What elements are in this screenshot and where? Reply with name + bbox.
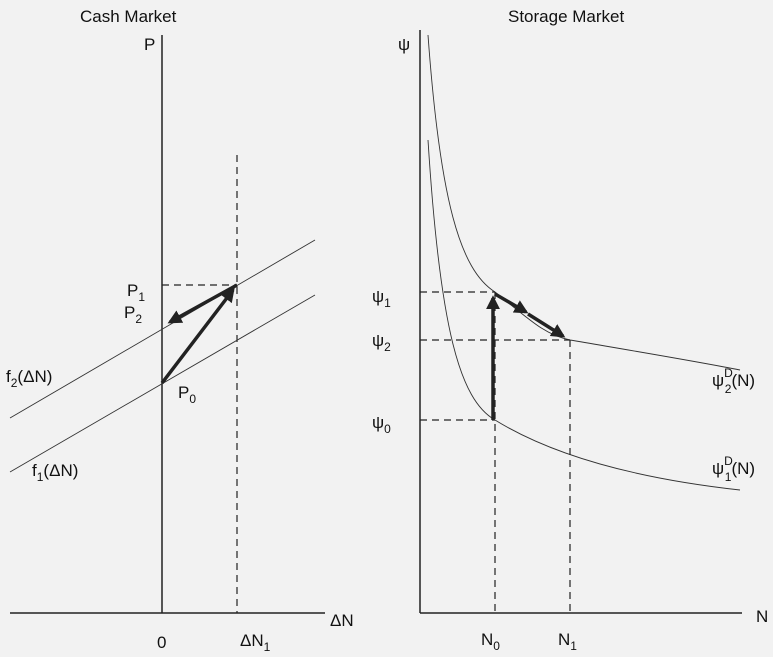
- label-sub: 0: [189, 392, 196, 406]
- label: ψD 1(N): [712, 454, 755, 484]
- label: P0: [178, 383, 196, 406]
- label-sub: 2: [384, 340, 391, 354]
- label-base: ψ: [372, 331, 384, 350]
- label: P1: [127, 281, 145, 304]
- panel-title: Cash Market: [80, 7, 177, 26]
- arrow: [527, 312, 566, 338]
- label-sub: 2: [725, 382, 732, 396]
- label-base: N: [558, 630, 570, 649]
- label: ψ0: [372, 413, 391, 436]
- label-sub: 0: [493, 639, 500, 653]
- label-base: P: [178, 383, 189, 402]
- label: N1: [558, 630, 577, 653]
- x-axis-label: ΔN: [330, 611, 354, 630]
- label-sub: 1: [570, 639, 577, 653]
- label: N0: [481, 630, 500, 653]
- label-base: ψ: [372, 287, 384, 306]
- label-base: ψ: [712, 371, 724, 390]
- label-sub: 1: [725, 470, 732, 484]
- label: P2: [124, 303, 142, 326]
- curve: [427, 34, 741, 371]
- y-axis-label: P: [144, 35, 155, 54]
- label-tail: (ΔN): [17, 367, 52, 386]
- label-base: ΔN: [240, 631, 264, 650]
- label-base: f: [32, 461, 37, 480]
- label-sup: D: [724, 454, 733, 468]
- label-sub: 1: [264, 640, 271, 654]
- arrow: [167, 283, 238, 324]
- label-tail: (N): [731, 459, 755, 478]
- label: f2(ΔN): [6, 367, 52, 390]
- curve: [427, 139, 741, 491]
- label-sub: 1: [138, 290, 145, 304]
- label-sub: 1: [384, 296, 391, 310]
- origin-label: 0: [157, 633, 166, 652]
- curve: [9, 239, 316, 419]
- label-base: f: [6, 367, 11, 386]
- label-base: ψ: [712, 459, 724, 478]
- label-sub: 1: [37, 470, 44, 484]
- label-base: P: [127, 281, 138, 300]
- label-sub: 2: [135, 312, 142, 326]
- y-axis-label: ψ: [398, 35, 410, 54]
- arrow: [494, 292, 529, 314]
- arrow: [160, 287, 235, 385]
- label-tail: (ΔN): [43, 461, 78, 480]
- label: ψ1: [372, 287, 391, 310]
- label-base: N: [481, 630, 493, 649]
- label-tail: (N): [731, 371, 755, 390]
- label-base: ψ: [372, 413, 384, 432]
- label-sub: 0: [384, 422, 391, 436]
- panel-title: Storage Market: [508, 7, 624, 26]
- x-axis-label: N: [756, 607, 768, 626]
- label: ψD 2(N): [712, 366, 755, 396]
- label: ΔN1: [240, 631, 271, 654]
- label: ψ2: [372, 331, 391, 354]
- label-base: P: [124, 303, 135, 322]
- curve: [9, 294, 316, 473]
- label-sup: D: [724, 366, 733, 380]
- label-sub: 2: [11, 376, 18, 390]
- label: f1(ΔN): [32, 461, 78, 484]
